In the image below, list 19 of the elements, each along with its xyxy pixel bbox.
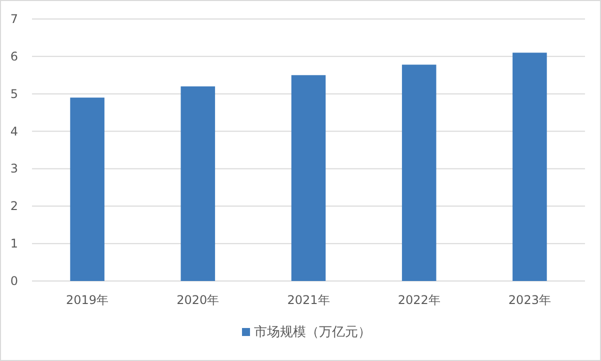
bar [70, 98, 104, 281]
bar [291, 75, 326, 281]
x-tick-label: 2023年 [508, 293, 551, 307]
bar [512, 52, 547, 281]
bar [402, 64, 436, 281]
y-tick-label: 1 [10, 236, 18, 251]
y-tick-label: 5 [10, 86, 18, 101]
y-tick-label: 3 [10, 162, 18, 176]
y-tick-label: 6 [10, 49, 18, 64]
y-tick-label: 2 [10, 199, 18, 214]
y-tick-label: 4 [10, 124, 18, 138]
y-tick-label: 7 [10, 12, 18, 26]
x-tick-label: 2022年 [398, 293, 440, 307]
x-tick-label: 2020年 [176, 293, 220, 307]
x-tick-label: 2021年 [287, 293, 330, 307]
x-tick-label: 2019年 [66, 293, 109, 307]
y-tick-label: 0 [10, 274, 18, 288]
legend-label: 市场规模（万亿元） [254, 325, 371, 340]
bar [180, 86, 216, 281]
